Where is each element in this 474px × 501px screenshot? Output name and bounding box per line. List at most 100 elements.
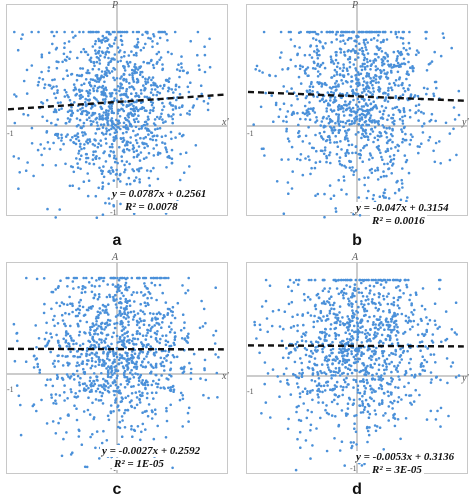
scatter-point [329,96,332,99]
scatter-point [112,179,116,182]
scatter-point [451,361,455,364]
scatter-point [347,72,350,76]
scatter-point [360,126,363,129]
scatter-point [382,286,386,289]
scatter-point [77,364,81,367]
scatter-point [168,77,171,80]
scatter-point [137,169,141,173]
scatter-point [341,69,345,72]
scatter-point [298,395,302,399]
scatter-point [133,365,137,369]
scatter-point [138,332,141,335]
scatter-point [204,321,207,325]
scatter-point [403,138,407,142]
scatter-point [348,285,352,289]
scatter-point [102,89,105,93]
scatter-point [332,129,336,132]
scatter-point [85,353,88,356]
scatter-point [107,113,110,117]
scatter-point [402,292,405,295]
scatter-point [130,385,133,388]
scatter-point [162,314,166,317]
scatter-point [66,397,69,400]
scatter-point [91,305,94,308]
scatter-point [101,126,105,129]
scatter-point [107,386,110,389]
scatter-point [100,92,104,96]
scatter-point [119,137,123,140]
scatter-point [365,378,369,382]
scatter-point [283,310,287,313]
scatter-point [56,91,59,94]
scatter-point [346,352,350,355]
scatter-point [262,30,266,34]
scatter-point [373,333,376,336]
scatter-point [435,375,438,378]
scatter-point [368,315,371,319]
scatter-point [356,97,360,101]
scatter-point [355,354,358,357]
scatter-point [98,62,102,65]
scatter-point [442,36,446,39]
scatter-point [391,378,394,381]
scatter-point [315,427,318,430]
scatter-point [155,52,159,56]
scatter-point [97,358,101,361]
scatter-point [388,278,392,282]
scatter-point [342,378,346,382]
scatter-point [366,364,369,368]
scatter-point [323,149,327,152]
scatter-point [383,30,387,34]
scatter-point [104,70,107,73]
scatter-point [83,143,86,146]
scatter-point [350,329,354,332]
scatter-point [321,401,325,404]
scatter-point [394,79,398,82]
scatter-point [356,52,360,55]
scatter-point [164,349,167,353]
scatter-point [100,107,103,111]
scatter-point [94,398,98,401]
scatter-point [344,331,347,334]
scatter-point [383,372,386,375]
scatter-point [158,152,162,155]
scatter-point [389,400,392,404]
scatter-point [369,327,372,331]
scatter-point [373,136,377,140]
scatter-point [260,305,264,308]
scatter-point [108,350,112,353]
scatter-point [102,175,106,179]
scatter-point [339,140,342,143]
scatter-point [100,327,104,331]
scatter-point [419,365,423,368]
scatter-point [92,372,96,375]
scatter-point [395,57,399,60]
scatter-point [180,62,183,65]
scatter-point [186,289,190,292]
scatter-point [330,58,333,61]
scatter-point [339,48,343,51]
scatter-point [260,147,264,151]
scatter-point [124,100,127,103]
scatter-point [417,119,420,122]
scatter-point [97,30,100,34]
scatter-point [348,332,351,336]
scatter-point [165,359,168,362]
scatter-point [137,95,141,99]
scatter-point [155,332,158,336]
scatter-point [70,336,73,340]
scatter-point [208,65,212,69]
scatter-point [309,423,313,427]
scatter-point [142,123,146,127]
scatter-point [106,38,110,41]
scatter-point [169,344,173,348]
scatter-point [171,117,174,121]
scatter-point [55,110,58,114]
scatter-point [116,385,120,389]
scatter-point [300,368,304,372]
scatter-point [113,372,116,375]
scatter-point [128,299,131,302]
scatter-point [309,82,313,86]
scatter-point [109,150,113,153]
scatter-point [43,86,46,90]
